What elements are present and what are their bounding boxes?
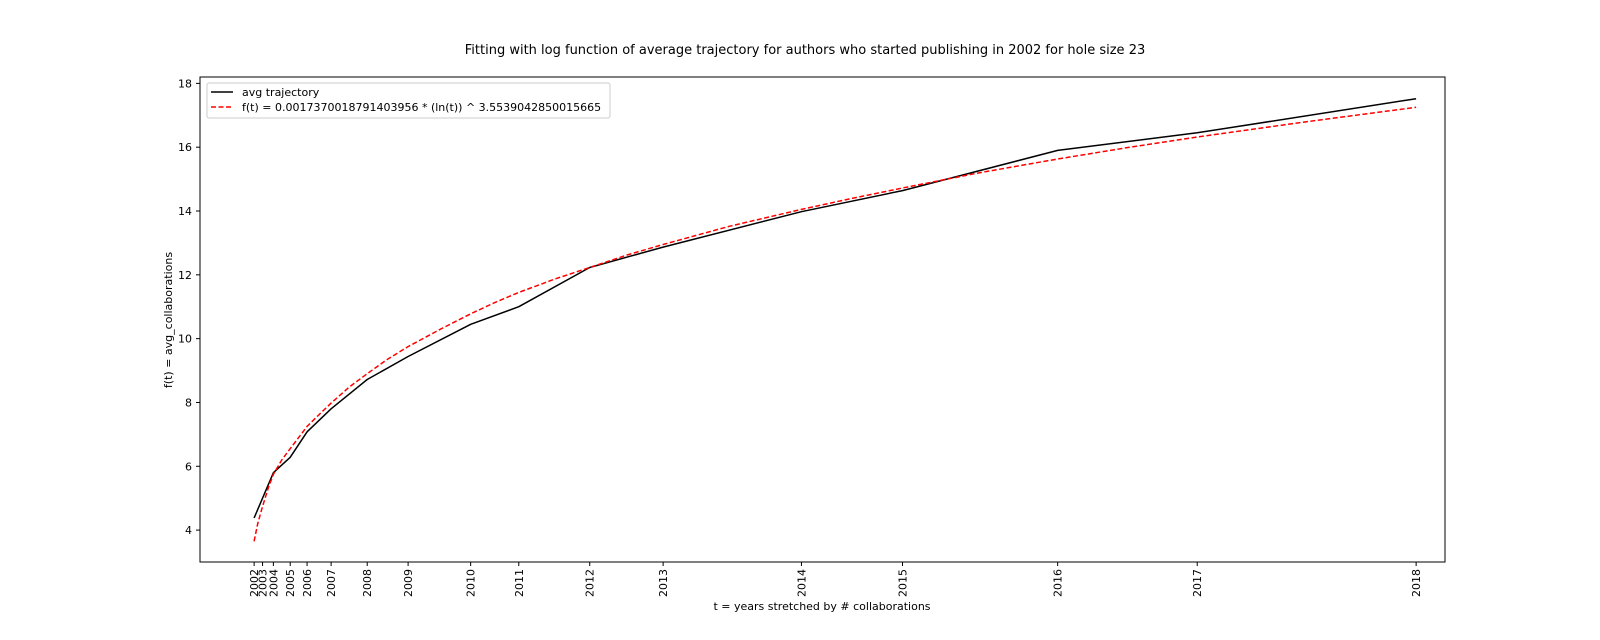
- series-layer: [253, 97, 1417, 542]
- legend-label-avg-trajectory: avg trajectory: [242, 86, 320, 99]
- series-avg-trajectory-line: [253, 97, 1417, 519]
- x-tick-label: 2018: [1410, 569, 1423, 597]
- chart-title: Fitting with log function of average tra…: [465, 43, 1145, 58]
- x-tick-label: 2007: [325, 569, 338, 597]
- x-axis-label: t = years stretched by # collaborations: [713, 600, 930, 613]
- x-tick-label: 2003: [257, 569, 270, 597]
- x-tick-label: 2002: [248, 569, 261, 597]
- x-tick-label: 2006: [301, 569, 314, 597]
- x-tick-label: 2015: [896, 569, 909, 597]
- y-tick-label: 12: [178, 269, 192, 282]
- x-tick-label: 2011: [513, 569, 526, 597]
- y-tick-label: 18: [178, 77, 192, 90]
- legend-label-fit: f(t) = 0.0017370018791403956 * (ln(t)) ^…: [242, 101, 601, 114]
- x-tick-label: 2014: [795, 569, 808, 597]
- x-tick-label: 2008: [361, 569, 374, 597]
- y-tick-label: 10: [178, 333, 192, 346]
- y-tick-label: 16: [178, 141, 192, 154]
- legend-box: [206, 82, 611, 119]
- series-log-fit-line: [253, 106, 1417, 542]
- x-tick-label: 2012: [584, 569, 597, 597]
- y-tick-label: 4: [185, 524, 192, 537]
- x-tick-label: 2013: [657, 569, 670, 597]
- x-tick-label: 2010: [465, 569, 478, 597]
- y-axis-label: f(t) = avg_collaborations: [162, 252, 175, 388]
- x-tick-label: 2016: [1052, 569, 1065, 597]
- x-tick-label: 2004: [267, 569, 280, 597]
- legend: avg trajectory f(t) = 0.0017370018791403…: [206, 82, 611, 119]
- x-tick-label: 2005: [284, 569, 297, 597]
- x-tick-label: 2017: [1191, 569, 1204, 597]
- plot-area-frame: [199, 76, 1446, 563]
- x-tick-label: 2009: [402, 569, 415, 597]
- y-tick-label: 14: [178, 205, 192, 218]
- y-tick-label: 6: [185, 460, 192, 473]
- y-tick-label: 8: [185, 396, 192, 409]
- y-axis: 4 6 8 10 12 14 16 18: [178, 77, 200, 537]
